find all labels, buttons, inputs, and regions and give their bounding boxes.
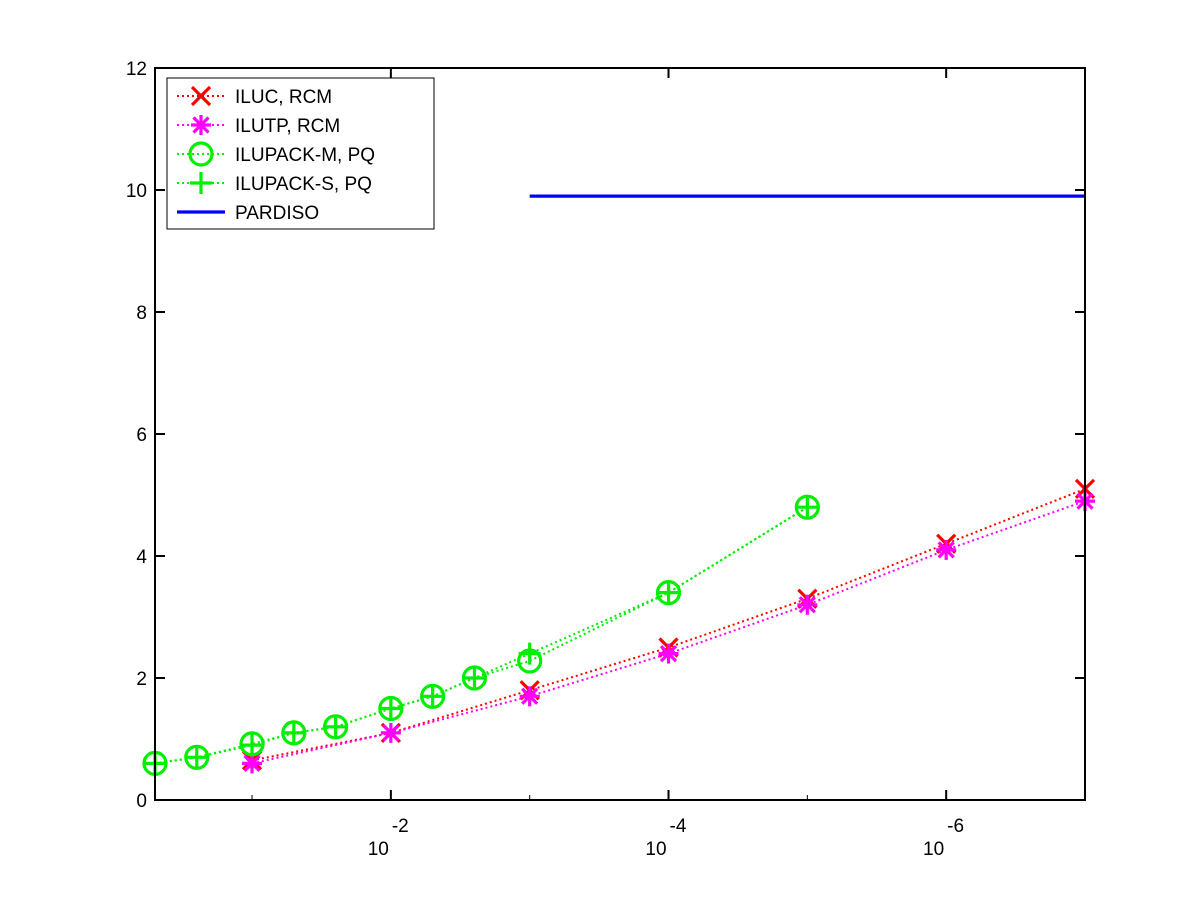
data-point-ilupack-s-pq-10 bbox=[657, 581, 680, 604]
y-tick-label: 4 bbox=[136, 547, 147, 568]
legend-entry-ilutp-rcm: ILUTP, RCM bbox=[177, 115, 340, 137]
legend-entry-pardiso: PARDISO bbox=[177, 203, 319, 224]
data-point-ilupack-s-pq-8 bbox=[463, 667, 486, 689]
legend-entry-ilupack-m-pq: ILUPACK-M, PQ bbox=[177, 141, 375, 167]
data-point-ilupack-s-pq-5 bbox=[324, 715, 347, 738]
x-tick-label-base: 10 bbox=[645, 839, 666, 860]
data-point-ilupack-s-pq-9 bbox=[518, 642, 541, 665]
legend-label: ILUTP, RCM bbox=[235, 116, 340, 137]
data-point-ilutp-rcm-3 bbox=[519, 686, 540, 707]
legend-label: PARDISO bbox=[235, 203, 319, 224]
legend-label: ILUC, RCM bbox=[235, 87, 332, 108]
x-tick-label: 10-4 bbox=[645, 816, 686, 860]
series-ilutp-rcm bbox=[242, 491, 1095, 774]
y-tick-label: 6 bbox=[136, 425, 147, 446]
data-point-ilutp-rcm-5 bbox=[797, 594, 818, 615]
series-layer bbox=[142, 194, 1096, 777]
y-tick-label: 10 bbox=[126, 181, 147, 202]
x-tick-label-base: 10 bbox=[923, 839, 944, 860]
x-tick-label-exponent: -4 bbox=[670, 816, 687, 837]
data-point-ilupack-s-pq-7 bbox=[421, 685, 444, 708]
data-point-ilutp-rcm-4 bbox=[658, 643, 679, 664]
data-point-ilupack-s-pq-2 bbox=[185, 746, 208, 769]
legend: ILUC, RCM ILUTP, RCM ILUPACK-M, PQ ILUPACK-… bbox=[166, 77, 435, 230]
legend-label: ILUPACK-S, PQ bbox=[235, 174, 372, 195]
series-ilupack-s-pq bbox=[144, 496, 819, 775]
legend-entry-ilupack-s-pq: ILUPACK-S, PQ bbox=[177, 172, 372, 195]
y-tick-label: 8 bbox=[136, 303, 147, 324]
legend-entry-iluc-rcm: ILUC, RCM bbox=[177, 85, 332, 108]
data-point-ilupack-s-pq-11 bbox=[796, 496, 819, 519]
legend-swatch-marker bbox=[190, 85, 212, 107]
legend-swatch-marker bbox=[190, 172, 212, 194]
x-tick-label-base: 10 bbox=[368, 839, 389, 860]
y-tick-label: 12 bbox=[126, 59, 147, 80]
data-point-ilutp-rcm-2 bbox=[380, 722, 401, 743]
data-point-ilupack-s-pq-3 bbox=[241, 734, 264, 757]
x-tick-label: 10-6 bbox=[923, 816, 964, 860]
y-tick-label: 2 bbox=[136, 669, 147, 690]
legend-swatch-marker bbox=[188, 141, 214, 167]
x-tick-label-exponent: -2 bbox=[392, 816, 409, 837]
data-point-ilutp-rcm-6 bbox=[936, 539, 957, 560]
x-tick-label-exponent: -6 bbox=[947, 816, 964, 837]
legend-label: ILUPACK-M, PQ bbox=[235, 145, 375, 166]
data-point-ilutp-rcm-1 bbox=[242, 753, 263, 774]
data-point-ilupack-s-pq-4 bbox=[282, 721, 305, 744]
y-tick-label: 0 bbox=[136, 791, 147, 812]
x-tick-label: 10-2 bbox=[368, 816, 409, 860]
legend-swatch-marker bbox=[191, 115, 211, 135]
data-point-ilupack-s-pq-6 bbox=[379, 697, 402, 720]
